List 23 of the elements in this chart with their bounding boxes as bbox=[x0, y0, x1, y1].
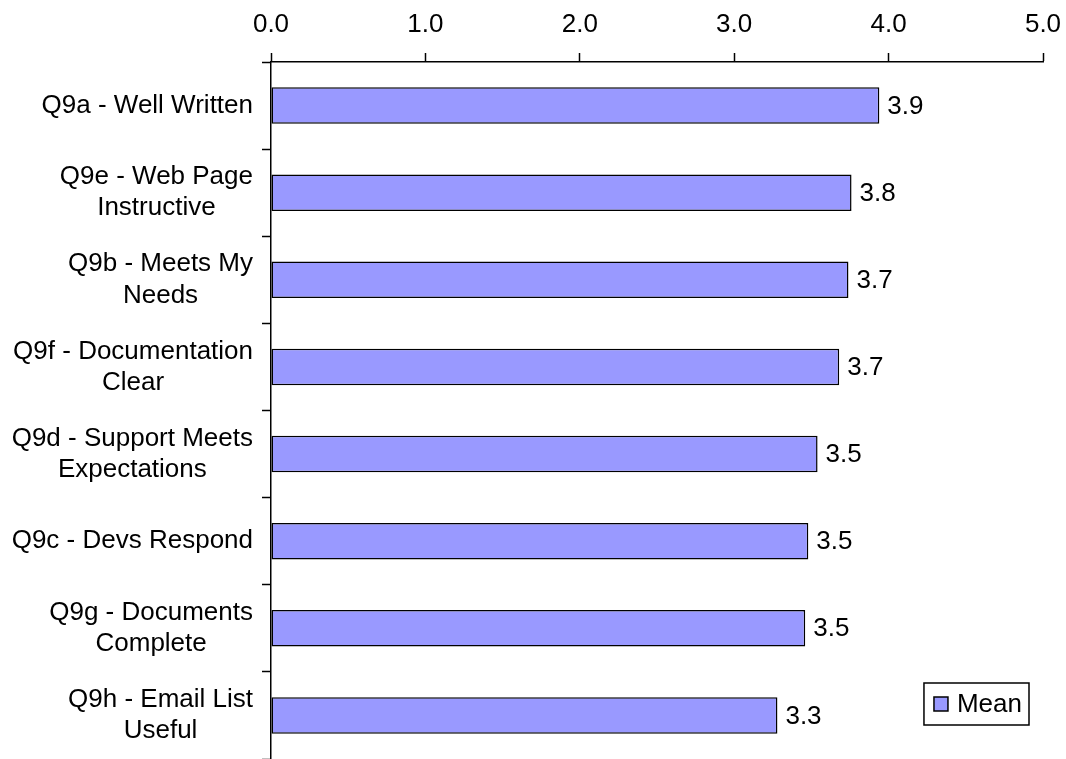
data-label: 3.5 bbox=[825, 438, 862, 469]
y-tick-label: Q9h - Email List Useful bbox=[68, 683, 254, 745]
y-tick-label: Q9b - Meets My Needs bbox=[68, 247, 253, 309]
data-label: 3.7 bbox=[856, 263, 893, 294]
x-tick-label: 0.0 bbox=[252, 7, 290, 38]
x-tick-label: 2.0 bbox=[561, 7, 598, 38]
x-tick-label: 4.0 bbox=[870, 7, 907, 38]
data-label: 3.5 bbox=[816, 525, 853, 556]
y-tick-label: Q9f - Documentation Clear bbox=[13, 334, 253, 396]
y-tick-label: Q9g - Documents Complete bbox=[49, 595, 253, 658]
x-tick-label: 5.0 bbox=[1024, 7, 1062, 38]
x-tick-label: 1.0 bbox=[407, 7, 444, 38]
data-label: 3.7 bbox=[847, 351, 884, 382]
data-label: 3.5 bbox=[813, 612, 850, 643]
data-label: 3.8 bbox=[859, 176, 896, 207]
data-label: 3.3 bbox=[785, 699, 822, 730]
y-tick-label: Q9a - Well Written bbox=[41, 88, 253, 119]
data-label: 3.9 bbox=[887, 89, 924, 120]
y-tick-label: Q9c - Devs Respond bbox=[11, 524, 253, 555]
x-tick-label: 3.0 bbox=[716, 7, 753, 38]
legend-label: Mean bbox=[956, 688, 1023, 719]
y-tick-label: Q9e - Web Page Instructive bbox=[59, 160, 253, 222]
y-tick-label: Q9d - Support Meets Expectations bbox=[11, 421, 253, 483]
